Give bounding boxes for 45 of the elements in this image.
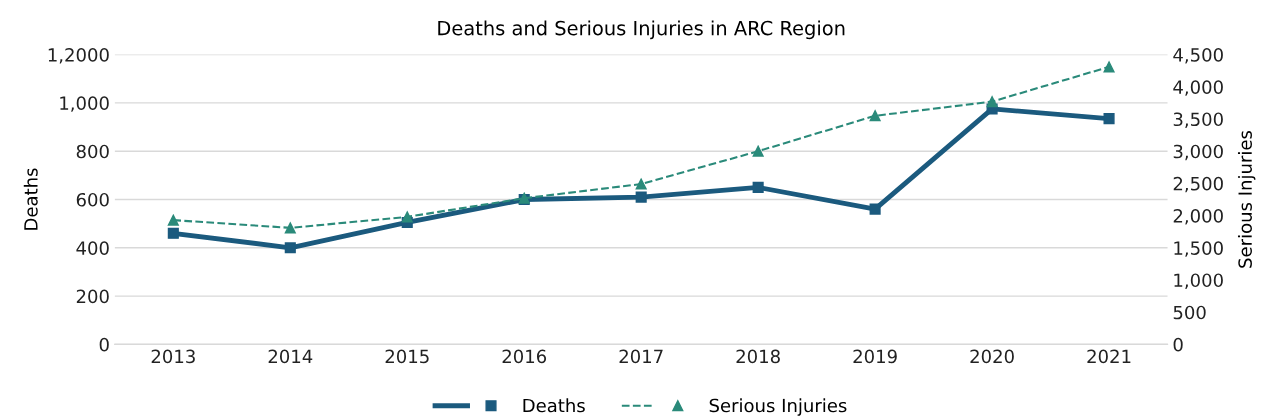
point [284, 242, 296, 254]
y2-tick-label: 3,000 [1173, 144, 1223, 161]
point [284, 222, 296, 234]
point [869, 110, 881, 122]
point [167, 227, 179, 239]
x-tick-label: 2021 [1087, 349, 1131, 364]
y-tick-label: 0 [99, 337, 109, 352]
y2-tick-label: 2,500 [1173, 176, 1223, 193]
point [635, 191, 647, 203]
point [167, 214, 179, 226]
point [401, 211, 413, 223]
y2-axis-title: Serious Injuries [1237, 130, 1256, 268]
y2-tick-label: 4,500 [1173, 48, 1223, 64]
legend-label: Serious Injuries [709, 398, 847, 416]
point [986, 96, 998, 108]
y-axis-title: Deaths [23, 168, 38, 230]
x-tick-label: 2014 [268, 349, 313, 364]
y-tick-label: 200 [76, 289, 109, 304]
y2-tick-label: 3,500 [1173, 112, 1223, 128]
point [1103, 61, 1115, 73]
y2-tick-label: 1,000 [1174, 273, 1223, 289]
point [752, 181, 764, 193]
y-tick-label: 600 [76, 192, 109, 207]
point [752, 145, 764, 157]
x-tick-label: 2020 [970, 349, 1014, 364]
y-tick-label: 1,000 [60, 96, 109, 112]
x-tick-label: 2018 [736, 349, 780, 364]
y2-tick-label: 0 [1173, 337, 1183, 352]
point [869, 203, 881, 215]
y2-tick-label: 500 [1173, 305, 1206, 320]
y-tick-label: 400 [76, 241, 109, 255]
y2-tick-label: 4,000 [1173, 80, 1223, 96]
point [635, 178, 647, 190]
y2-tick-label: 2,000 [1173, 209, 1223, 225]
chart-title: Deaths and Serious Injuries in ARC Region [438, 20, 845, 40]
y-tick-label: 800 [76, 144, 109, 159]
y-tick-label: 1,2000 [48, 48, 109, 64]
x-tick-label: 2019 [853, 349, 897, 364]
x-tick-label: 2017 [619, 349, 663, 364]
legend-label: Deaths [523, 398, 585, 413]
point [1103, 113, 1115, 125]
y2-tick-label: 1,500 [1174, 241, 1223, 257]
x-tick-label: 2016 [502, 349, 547, 364]
x-tick-label: 2013 [151, 349, 195, 364]
x-tick-label: 2015 [385, 349, 429, 364]
